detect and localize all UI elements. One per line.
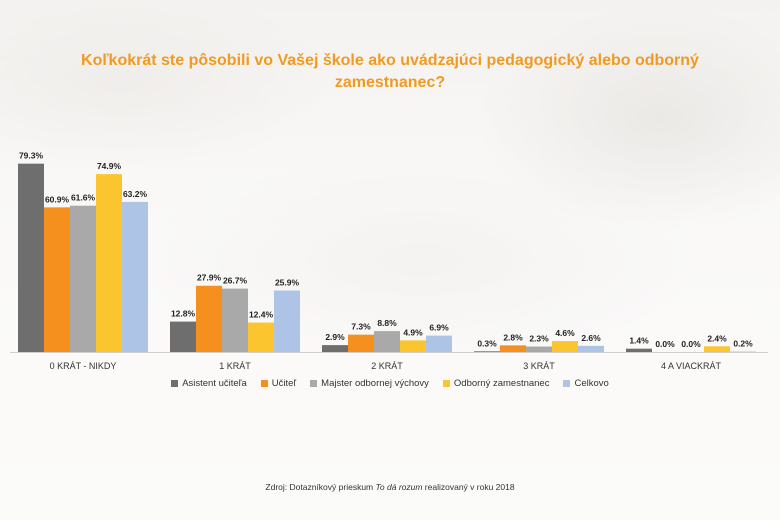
- legend-swatch-asistent-ucitela: [171, 380, 179, 387]
- legend-swatch-celkovo: [563, 380, 571, 387]
- bar-majster-odbornej-vychovy-2-krat: [374, 331, 400, 352]
- bar-majster-odbornej-vychovy-3-krat: [526, 346, 552, 352]
- data-label-celkovo-3-krat: 2.6%: [581, 333, 601, 343]
- data-label-majster-odbornej-vychovy-0-krat-nikdy: 61.6%: [71, 193, 96, 203]
- bar-majster-odbornej-vychovy-1-krat: [222, 288, 248, 352]
- data-label-asistent-ucitela-3-krat: 0.3%: [477, 338, 497, 348]
- bar-asistent-ucitela-1-krat: [170, 321, 196, 352]
- bar-celkovo-2-krat: [426, 335, 452, 352]
- bar-celkovo-1-krat: [274, 290, 300, 352]
- legend-swatch-odborny-zamestnanec: [442, 380, 450, 387]
- data-label-majster-odbornej-vychovy-4-a-viackrat: 0.0%: [681, 339, 701, 349]
- data-label-ucitel-4-a-viackrat: 0.0%: [655, 339, 675, 349]
- data-label-asistent-ucitela-1-krat: 12.8%: [171, 309, 196, 319]
- data-label-celkovo-2-krat: 6.9%: [429, 323, 449, 333]
- source-prefix: Zdroj: Dotazníkový prieskum: [265, 482, 376, 492]
- legend-item-majster-odbornej-vychovy: Majster odbornej výchovy: [310, 378, 429, 389]
- data-label-asistent-ucitela-4-a-viackrat: 1.4%: [629, 336, 649, 346]
- data-label-asistent-ucitela-0-krat-nikdy: 79.3%: [19, 151, 44, 161]
- bar-ucitel-1-krat: [196, 285, 222, 352]
- data-label-ucitel-3-krat: 2.8%: [503, 332, 523, 342]
- bar-odborny-zamestnanec-2-krat: [400, 340, 426, 352]
- bar-majster-odbornej-vychovy-0-krat-nikdy: [70, 205, 96, 352]
- bar-celkovo-0-krat-nikdy: [122, 201, 148, 352]
- source-suffix: realizovaný v roku 2018: [422, 482, 515, 492]
- bar-odborny-zamestnanec-0-krat-nikdy: [96, 174, 122, 352]
- legend-item-asistent-ucitela: Asistent učiteľa: [171, 378, 247, 389]
- category-label-3-krat: 3 KRÁT: [523, 361, 555, 371]
- data-label-majster-odbornej-vychovy-1-krat: 26.7%: [223, 276, 248, 286]
- bar-asistent-ucitela-4-a-viackrat: [626, 348, 652, 352]
- data-label-celkovo-1-krat: 25.9%: [275, 277, 300, 287]
- chart-title: Koľkokrát ste pôsobili vo Vašej škole ak…: [81, 52, 699, 91]
- category-label-1-krat: 1 KRÁT: [219, 361, 251, 371]
- bar-odborny-zamestnanec-1-krat: [248, 322, 274, 352]
- legend-label-odborny-zamestnanec: Odborný zamestnanec: [453, 378, 550, 389]
- bar-ucitel-3-krat: [500, 345, 526, 352]
- legend-item-celkovo: Celkovo: [563, 378, 609, 389]
- data-label-asistent-ucitela-2-krat: 2.9%: [325, 332, 345, 342]
- source-survey-name: To dá rozum: [375, 482, 423, 492]
- data-label-odborny-zamestnanec-4-a-viackrat: 2.4%: [707, 333, 727, 343]
- category-label-2-krat: 2 KRÁT: [371, 361, 403, 371]
- bar-asistent-ucitela-2-krat: [322, 345, 348, 352]
- data-label-celkovo-0-krat-nikdy: 63.2%: [123, 189, 148, 199]
- legend-label-celkovo: Celkovo: [574, 378, 609, 389]
- data-label-ucitel-2-krat: 7.3%: [351, 322, 371, 332]
- bar-asistent-ucitela-3-krat: [474, 351, 500, 352]
- legend-label-ucitel: Učiteľ: [271, 378, 297, 389]
- bar-ucitel-0-krat-nikdy: [44, 207, 70, 352]
- legend-item-ucitel: Učiteľ: [260, 378, 297, 389]
- chart-legend: Asistent učiteľa Učiteľ Majster odbornej v…: [0, 378, 780, 389]
- data-label-odborny-zamestnanec-3-krat: 4.6%: [555, 328, 575, 338]
- data-label-odborny-zamestnanec-0-krat-nikdy: 74.9%: [97, 161, 122, 171]
- bar-chart: 79.3% 60.9% 61.6% 74.9% 63.2% 0 KRÁT - NIKDY 1…: [10, 151, 768, 371]
- bar-asistent-ucitela-0-krat-nikdy: [18, 163, 44, 352]
- category-label-4-a-viackrat: 4 A VIACKRÁT: [661, 361, 722, 371]
- legend-item-odborny-zamestnanec: Odborný zamestnanec: [442, 378, 550, 389]
- legend-label-majster-odbornej-vychovy: Majster odbornej výchovy: [321, 378, 429, 389]
- legend-swatch-majster-odbornej-vychovy: [310, 380, 318, 387]
- source-note: Zdroj: Dotazníkový prieskum To dá rozum …: [0, 482, 780, 492]
- data-label-majster-odbornej-vychovy-2-krat: 8.8%: [377, 318, 397, 328]
- bar-celkovo-3-krat: [578, 345, 604, 352]
- legend-swatch-ucitel: [260, 380, 268, 387]
- bar-odborny-zamestnanec-3-krat: [552, 341, 578, 352]
- data-label-celkovo-4-a-viackrat: 0.2%: [733, 339, 753, 349]
- legend-label-asistent-ucitela: Asistent učiteľa: [182, 378, 247, 389]
- bar-ucitel-2-krat: [348, 334, 374, 352]
- data-label-ucitel-1-krat: 27.9%: [197, 273, 222, 283]
- data-label-odborny-zamestnanec-2-krat: 4.9%: [403, 327, 423, 337]
- data-label-odborny-zamestnanec-1-krat: 12.4%: [249, 310, 274, 320]
- bar-odborny-zamestnanec-4-a-viackrat: [704, 346, 730, 352]
- data-label-majster-odbornej-vychovy-3-krat: 2.3%: [529, 334, 549, 344]
- category-label-0-krat-nikdy: 0 KRÁT - NIKDY: [50, 361, 117, 371]
- data-label-ucitel-0-krat-nikdy: 60.9%: [45, 194, 70, 204]
